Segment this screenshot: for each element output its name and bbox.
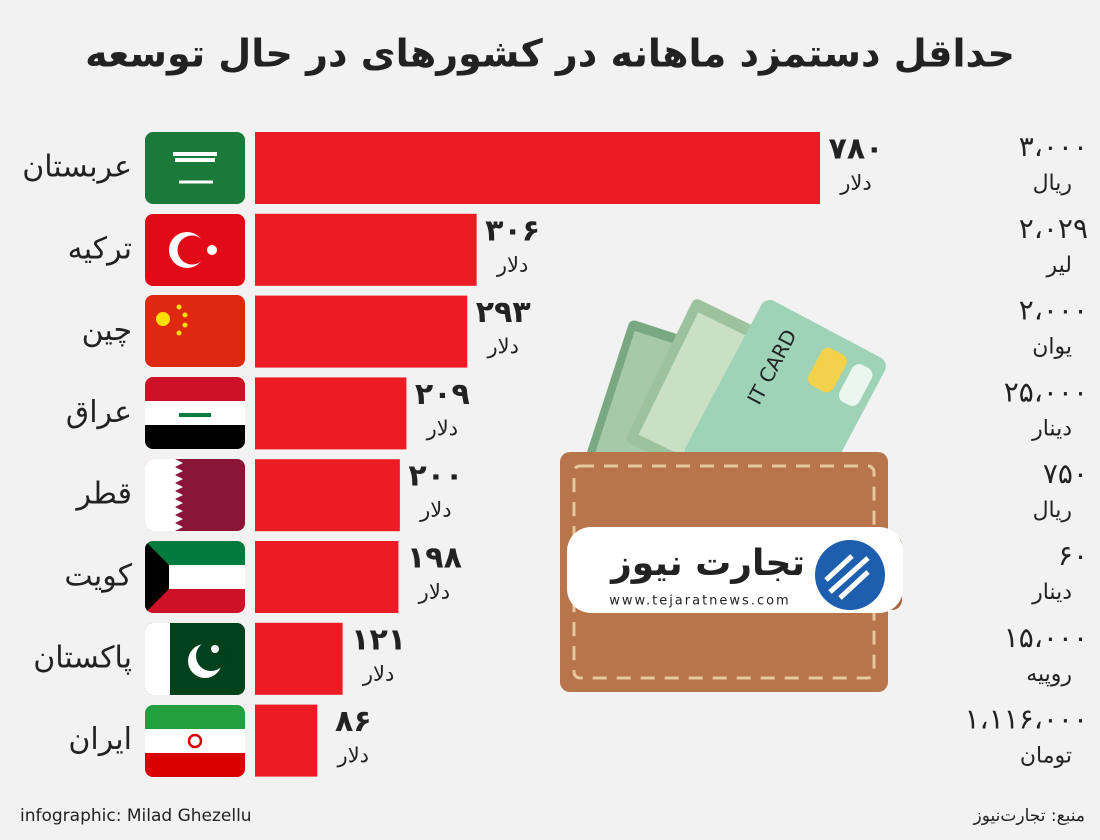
category-label: ترکیه bbox=[68, 231, 132, 266]
local-currency: لیر bbox=[1046, 253, 1072, 278]
local-amount: ۱۵،۰۰۰ bbox=[1004, 621, 1088, 654]
value-label: ۲۰۹ bbox=[415, 377, 470, 412]
local-currency: یوان bbox=[1032, 335, 1072, 360]
unit-label: دلار bbox=[418, 580, 450, 604]
local-amount: ۱،۱۱۶،۰۰۰ bbox=[965, 703, 1088, 736]
local-currency: روپیه bbox=[1026, 662, 1072, 687]
local-amount: ۶۰ bbox=[1058, 539, 1088, 572]
value-label: ۸۶ bbox=[335, 704, 372, 739]
bar bbox=[255, 459, 400, 532]
category-label: ایران bbox=[68, 722, 132, 757]
value-label: ۷۸۰ bbox=[829, 132, 884, 167]
local-amount: ۳،۰۰۰ bbox=[1019, 130, 1088, 163]
local-currency: تومان bbox=[1020, 744, 1072, 769]
local-currency: ریال bbox=[1033, 498, 1072, 523]
chart-title: حداقل دستمزد ماهانه در کشورهای در حال تو… bbox=[85, 32, 1015, 76]
bar bbox=[255, 213, 477, 286]
flags bbox=[145, 132, 245, 777]
local-currency: ریال bbox=[1033, 171, 1072, 196]
unit-label: دلار bbox=[426, 416, 458, 440]
value-label: ۱۲۱ bbox=[351, 622, 406, 657]
credit: infographic: Milad Ghezellu bbox=[20, 806, 252, 826]
unit-label: دلار bbox=[839, 171, 871, 195]
logo: تجارت نیوز www.tejaratnews.com bbox=[567, 527, 903, 613]
category-label: کویت bbox=[64, 559, 132, 594]
local-amount: ۷۵۰ bbox=[1043, 457, 1088, 490]
bar bbox=[255, 132, 820, 204]
value-label: ۳۰۶ bbox=[485, 213, 540, 248]
local-currency: دینار bbox=[1031, 416, 1072, 441]
unit-label: دلار bbox=[419, 498, 451, 522]
value-label: ۲۹۳ bbox=[476, 295, 531, 330]
category-label: عراق bbox=[66, 395, 132, 430]
unit-label: دلار bbox=[362, 662, 394, 686]
logo-name: تجارت نیوز bbox=[609, 543, 805, 584]
local-amount: ۲۵،۰۰۰ bbox=[1004, 375, 1088, 408]
value-label: ۱۹۸ bbox=[407, 541, 462, 576]
local-currency: دینار bbox=[1031, 580, 1072, 605]
bar bbox=[255, 704, 318, 777]
category-label: قطر bbox=[74, 477, 132, 512]
logo-url: www.tejaratnews.com bbox=[609, 594, 790, 609]
bar bbox=[255, 295, 468, 368]
source: منبع: تجارت‌نیوز bbox=[973, 806, 1086, 826]
category-label: عربستان bbox=[22, 150, 132, 185]
value-label: ۲۰۰ bbox=[408, 459, 463, 494]
category-label: چین bbox=[82, 313, 132, 348]
category-label: پاکستان bbox=[33, 640, 132, 675]
bar bbox=[255, 622, 343, 695]
unit-label: دلار bbox=[337, 744, 369, 768]
bar bbox=[255, 541, 399, 613]
local-amount: ۲،۰۲۹ bbox=[1019, 212, 1088, 245]
unit-label: دلار bbox=[486, 335, 518, 359]
bar bbox=[255, 377, 407, 450]
unit-label: دلار bbox=[496, 253, 528, 277]
wallet-illustration: IT CARD bbox=[560, 299, 902, 692]
local-amount: ۲،۰۰۰ bbox=[1019, 294, 1088, 327]
